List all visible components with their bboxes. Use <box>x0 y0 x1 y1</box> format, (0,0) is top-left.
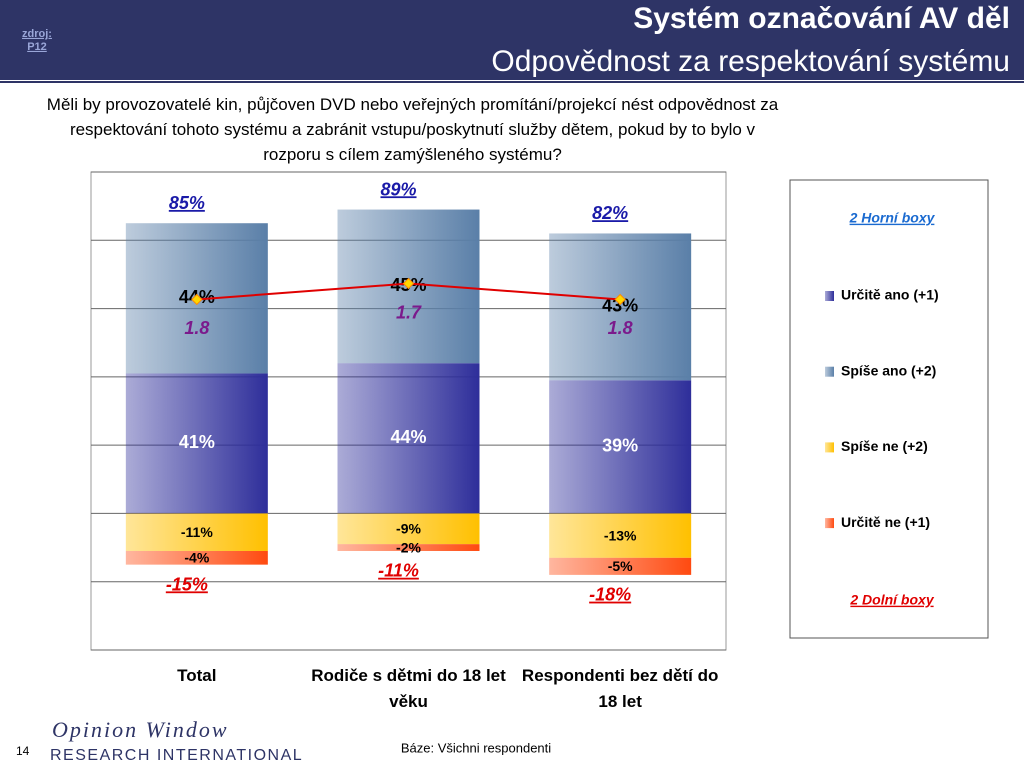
bar-value-label: -5% <box>608 558 633 574</box>
x-tick-label: Respondenti bez dětí do 18 let <box>521 666 719 711</box>
legend-swatch <box>825 518 834 529</box>
top-total-label: 85% <box>169 193 205 213</box>
mean-label: 1.7 <box>396 302 422 322</box>
legend-label: Spíše ano (+2) <box>841 362 936 378</box>
bar-segment <box>125 373 268 514</box>
bar-value-label: 39% <box>602 436 638 456</box>
mean-marker <box>191 293 203 306</box>
logo-top: Opinion Window <box>52 717 229 742</box>
legend-header: 2 Horní boxy <box>849 210 936 226</box>
base-note: Báze: Všichni respondenti <box>401 740 551 755</box>
x-tick-label: Total <box>177 666 217 685</box>
mean-label: 1.8 <box>608 318 633 338</box>
legend-swatch <box>825 442 834 453</box>
source-label: P12 <box>27 41 47 53</box>
page-number: 14 <box>16 744 30 758</box>
legend-swatch <box>825 366 834 377</box>
bottom-total-label: -15% <box>166 574 208 594</box>
bar-value-label: -9% <box>396 520 421 536</box>
bar-value-label: 43% <box>602 296 638 316</box>
header-band <box>0 0 1024 80</box>
mean-marker <box>614 293 626 306</box>
mean-label: 1.8 <box>184 318 209 338</box>
bar-value-label: 44% <box>390 427 426 447</box>
bar-value-label: -4% <box>184 550 209 566</box>
bottom-total-label: -18% <box>589 585 631 605</box>
logo-bottom: RESEARCH INTERNATIONAL <box>50 747 303 764</box>
legend-label: Určitě ano (+1) <box>841 287 939 303</box>
bar-segment <box>549 380 692 514</box>
legend-box <box>789 179 989 639</box>
bar-segment <box>549 513 692 558</box>
bar-segment <box>549 557 692 575</box>
bar-value-label: 41% <box>179 432 215 452</box>
bar-value-label: -11% <box>181 524 213 540</box>
bar-value-label: -2% <box>396 539 421 555</box>
question: Měli by provozovatelé kin, půjčoven DVD … <box>46 95 779 164</box>
bar-segment <box>125 513 268 551</box>
bar-segment <box>337 544 480 551</box>
bar-segment <box>337 363 480 514</box>
source-label: zdroj: <box>22 28 52 40</box>
legend-label: Spíše ne (+2) <box>841 438 928 454</box>
bar-segment <box>337 513 480 545</box>
legend-footer: 2 Dolní boxy <box>849 592 934 608</box>
top-total-label: 89% <box>380 179 416 199</box>
bar-segment <box>125 550 268 565</box>
top-total-label: 82% <box>592 203 628 223</box>
bar-segment <box>549 233 692 381</box>
legend-swatch <box>825 291 834 301</box>
x-tick-label: Rodiče s dětmi do 18 let věku <box>311 666 506 711</box>
mean-marker <box>402 277 415 290</box>
legend-label: Určitě ne (+1) <box>841 514 930 530</box>
bottom-total-label: -11% <box>378 561 419 581</box>
chart-title: Systém označování AV děl <box>633 2 1010 35</box>
chart-subtitle: Odpovědnost za respektování systému <box>491 45 1010 78</box>
bar-value-label: -13% <box>604 527 637 543</box>
